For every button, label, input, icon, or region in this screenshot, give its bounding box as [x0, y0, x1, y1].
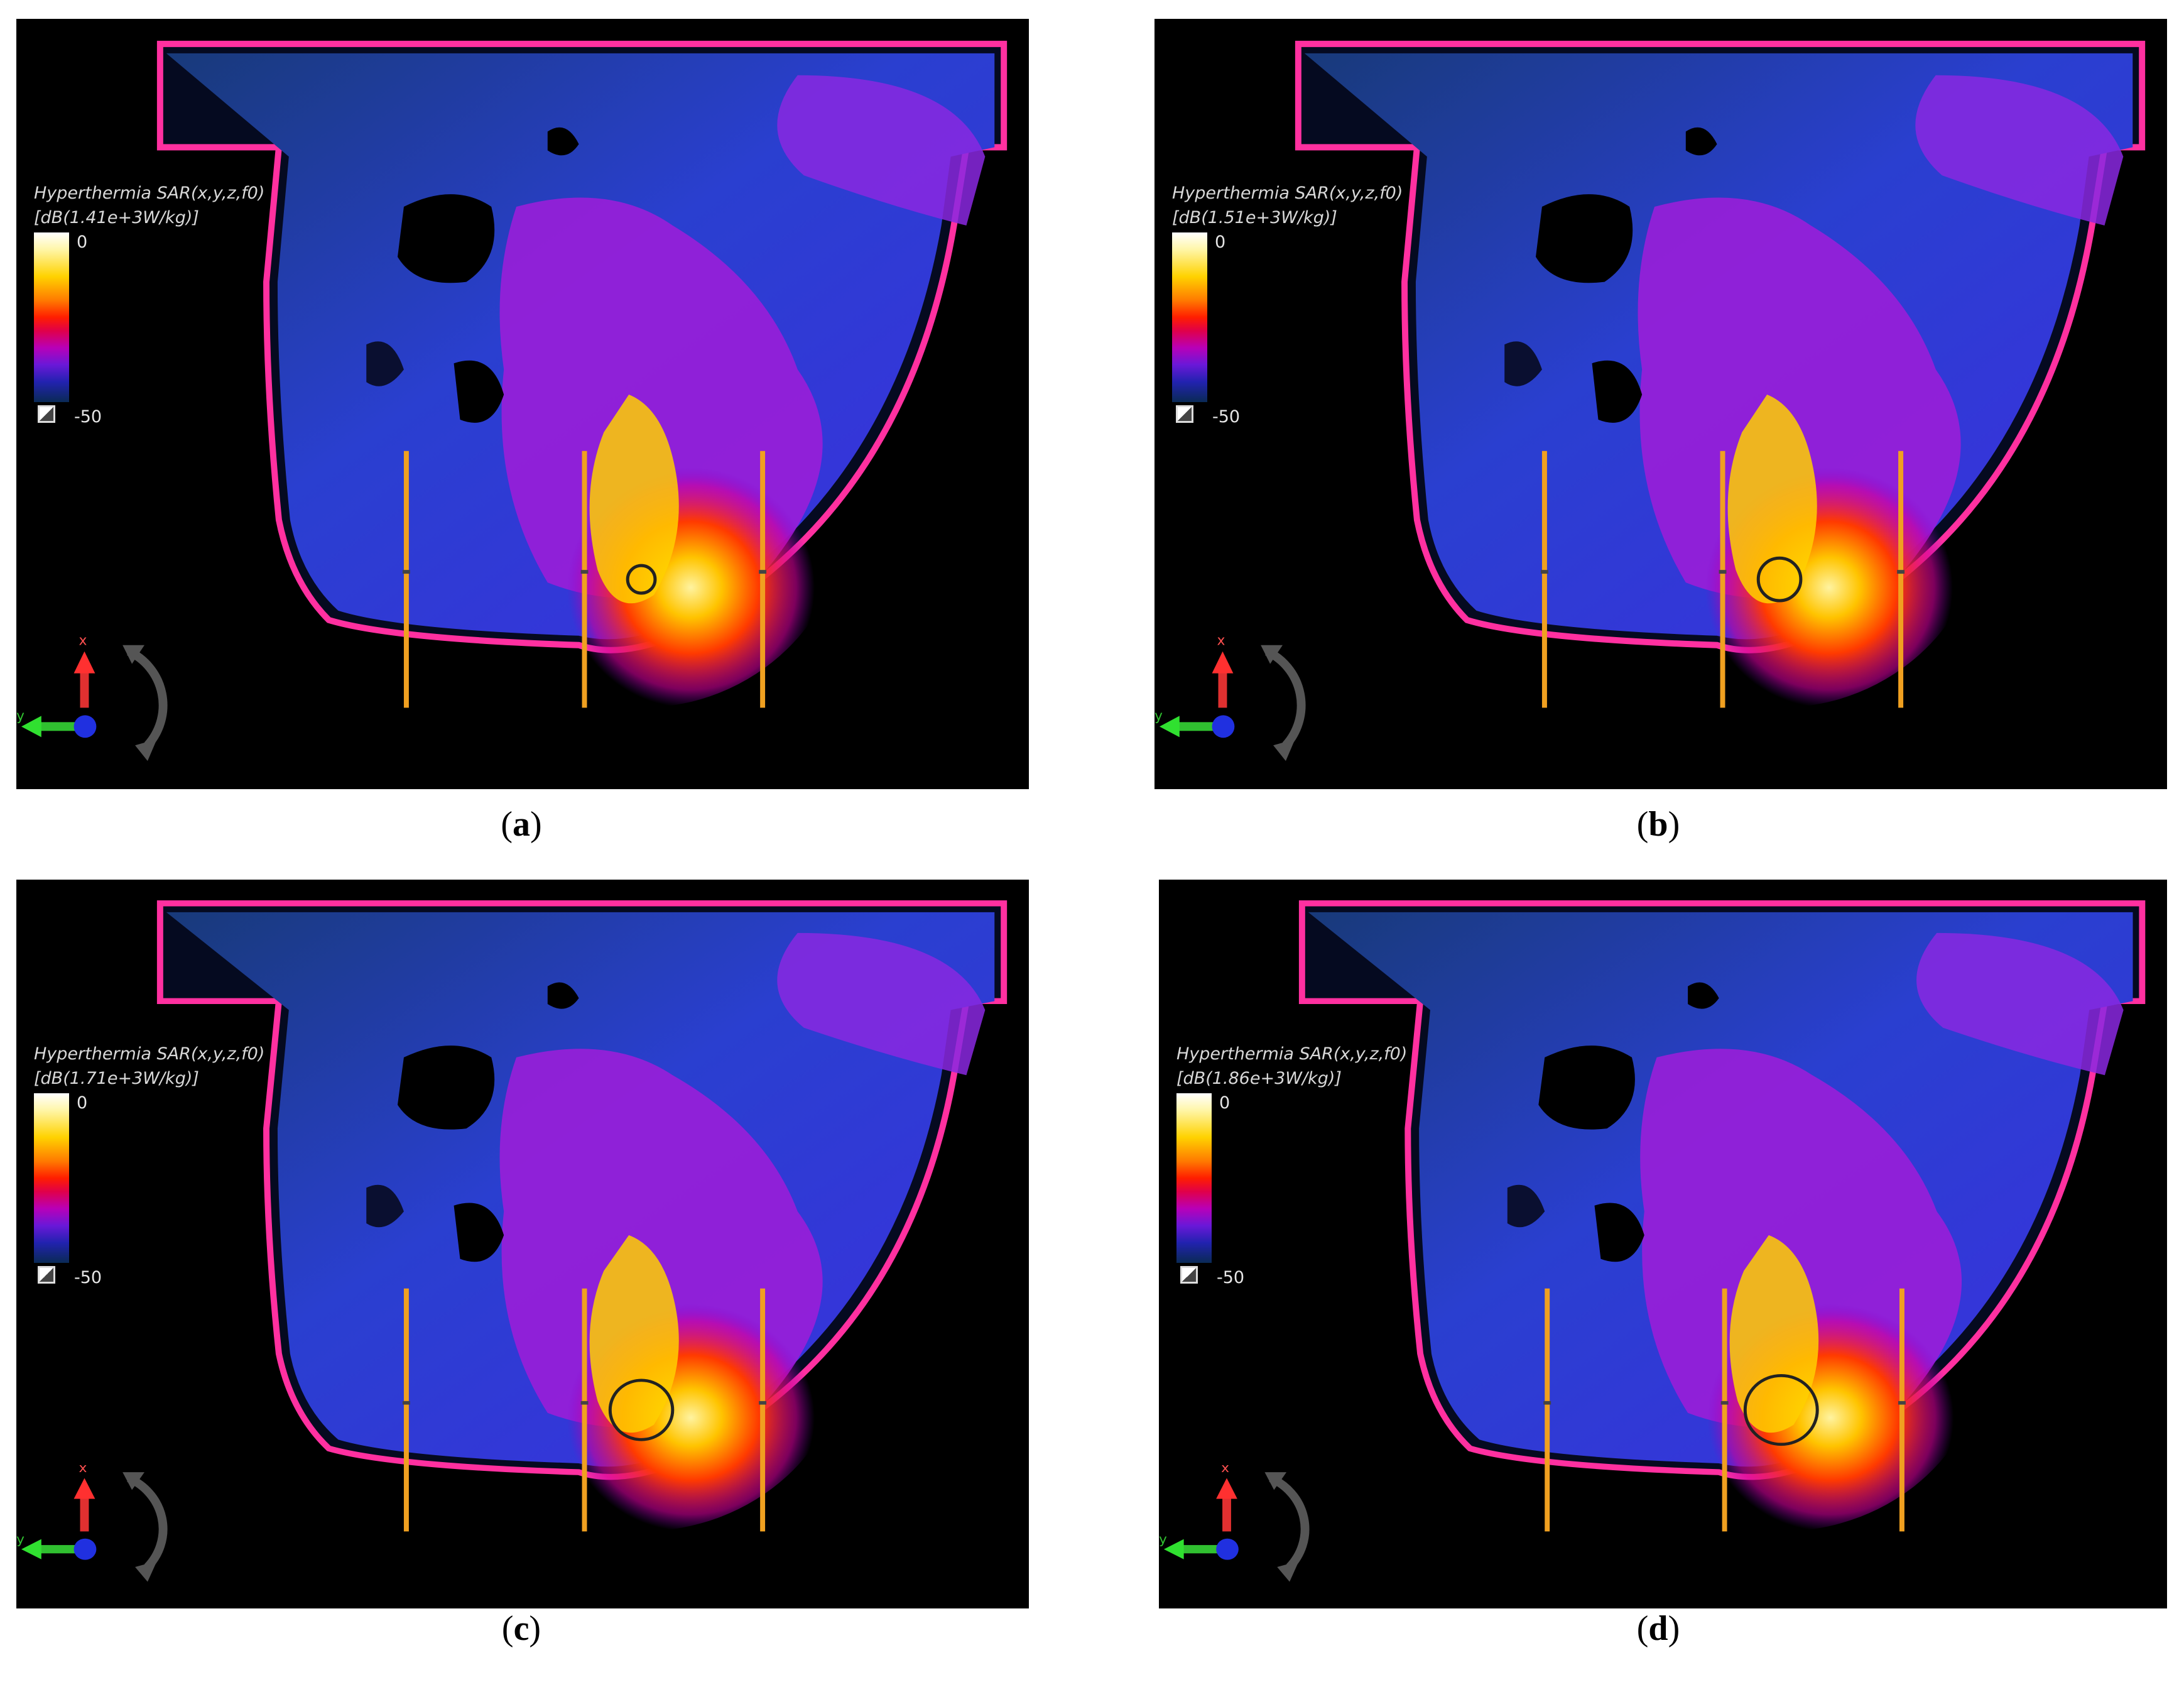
y-axis-label: y: [16, 1532, 24, 1547]
caption-open-paren: (: [1636, 1609, 1649, 1648]
x-axis-label: x: [1221, 1461, 1229, 1476]
caption-letter: b: [1648, 805, 1668, 844]
antenna-3: [1898, 450, 1904, 708]
caption-open-paren: (: [501, 805, 513, 844]
caption-open-paren: (: [1636, 805, 1649, 844]
sar-panel-c: x y Hyperthermia SAR(x,y,z,f0) [dB(1.71e…: [16, 880, 1029, 1608]
legend-min-label: -50: [74, 1268, 102, 1287]
legend-title-quantity: Hyperthermia SAR(x,y,z,f0): [34, 1044, 265, 1064]
legend-max-label: 0: [1219, 1093, 1231, 1113]
axes-triad-icon: x y: [16, 633, 168, 762]
antenna-3: [760, 1288, 766, 1532]
y-axis-label: y: [16, 708, 24, 724]
panel-caption-d: (d): [1595, 1608, 1721, 1649]
panel-caption-b: (b): [1595, 804, 1721, 844]
legend-max-label: 0: [1215, 232, 1226, 252]
caption-letter: a: [513, 805, 530, 844]
axes-triad-icon: x y: [16, 1461, 168, 1582]
legend-title: Hyperthermia SAR(x,y,z,f0) [dB(1.86e+3W/…: [1176, 1042, 1407, 1091]
target-circle: [1743, 1374, 1819, 1446]
sar-field-map: x y: [1159, 900, 2146, 1582]
antenna-1: [403, 1288, 409, 1532]
panel-caption-a: (a): [459, 804, 584, 844]
target-circle: [1756, 556, 1803, 603]
legend-settings-icon[interactable]: [1180, 1266, 1198, 1284]
legend-colorbar: [1172, 232, 1207, 402]
caption-close-paren: ): [1668, 1609, 1680, 1648]
x-axis-label: x: [79, 633, 87, 649]
sar-panel-d: x y Hyperthermia SAR(x,y,z,f0) [dB(1.86e…: [1159, 880, 2167, 1608]
y-axis-label: y: [1159, 1532, 1167, 1547]
axes-triad-icon: x y: [1159, 1461, 1310, 1582]
target-circle: [626, 564, 657, 595]
legend-title-unit: [dB(1.86e+3W/kg)]: [1176, 1069, 1342, 1089]
legend-colorbar: [1176, 1093, 1212, 1263]
legend-settings-icon[interactable]: [38, 405, 55, 423]
legend-title-unit: [dB(1.41e+3W/kg)]: [34, 208, 199, 228]
legend-min-label: -50: [1212, 407, 1241, 427]
antenna-1: [403, 450, 409, 708]
legend-colorbar: [34, 1093, 69, 1263]
caption-close-paren: ): [1668, 805, 1680, 844]
legend-title: Hyperthermia SAR(x,y,z,f0) [dB(1.71e+3W/…: [34, 1042, 264, 1091]
legend-min-label: -50: [1217, 1268, 1245, 1287]
antenna-2: [582, 450, 587, 708]
legend-max-label: 0: [77, 1093, 88, 1113]
legend-title-unit: [dB(1.71e+3W/kg)]: [34, 1069, 199, 1089]
x-axis-label: x: [1217, 633, 1225, 649]
legend-title-unit: [dB(1.51e+3W/kg)]: [1172, 208, 1337, 228]
antenna-2: [582, 1288, 587, 1532]
caption-letter: c: [513, 1609, 530, 1648]
axes-triad-icon: x y: [1154, 633, 1306, 762]
sar-field-map: x y: [16, 900, 1008, 1582]
legend-settings-icon[interactable]: [1176, 405, 1193, 423]
panel-caption-c: (c): [459, 1608, 584, 1649]
legend-title-quantity: Hyperthermia SAR(x,y,z,f0): [1176, 1044, 1408, 1064]
antenna-2: [1720, 450, 1725, 708]
sar-field-map: x y: [1154, 40, 2146, 762]
legend-max-label: 0: [77, 232, 88, 252]
legend-min-label: -50: [74, 407, 102, 427]
caption-letter: d: [1648, 1609, 1668, 1648]
y-axis-label: y: [1154, 708, 1163, 724]
sar-panel-b: x y Hyperthermia SAR(x,y,z,f0) [dB(1.51e…: [1154, 19, 2167, 789]
antenna-1: [1545, 1288, 1550, 1532]
caption-open-paren: (: [501, 1609, 514, 1648]
caption-close-paren: ): [530, 805, 542, 844]
legend-colorbar: [34, 232, 69, 402]
legend-settings-icon[interactable]: [38, 1266, 55, 1284]
antenna-1: [1541, 450, 1547, 708]
antenna-2: [1722, 1288, 1727, 1532]
antenna-3: [1899, 1288, 1904, 1532]
sar-field-map: x y: [16, 40, 1008, 762]
antenna-3: [760, 450, 766, 708]
sar-panel-a: x y Hyperthermia SAR(x,y,z,f0) [dB(1.41e…: [16, 19, 1029, 789]
legend-title-quantity: Hyperthermia SAR(x,y,z,f0): [1172, 183, 1403, 203]
legend-title: Hyperthermia SAR(x,y,z,f0) [dB(1.41e+3W/…: [34, 181, 264, 230]
target-circle: [608, 1379, 675, 1441]
x-axis-label: x: [79, 1461, 87, 1476]
caption-close-paren: ): [529, 1609, 541, 1648]
legend-title-quantity: Hyperthermia SAR(x,y,z,f0): [34, 183, 265, 203]
legend-title: Hyperthermia SAR(x,y,z,f0) [dB(1.51e+3W/…: [1172, 181, 1403, 230]
